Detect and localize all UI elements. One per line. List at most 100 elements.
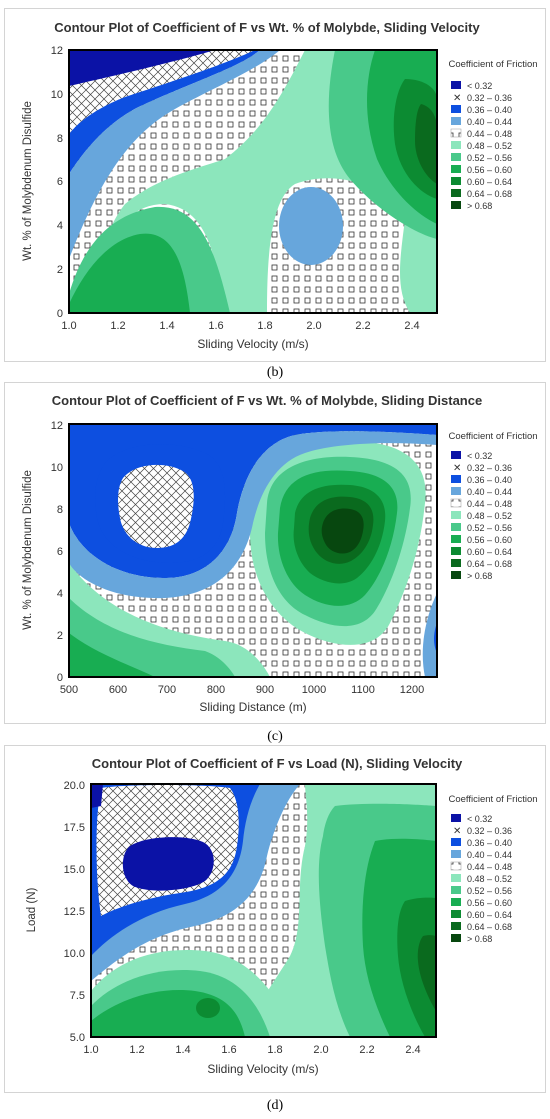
y-tick-label: 4 [57, 588, 63, 600]
x-tick-label: 2.2 [359, 1044, 374, 1056]
y-tick-label: 6 [57, 176, 63, 188]
legend-entry: 0.52 – 0.56 [467, 523, 512, 533]
x-tick-label: 1.6 [208, 320, 223, 332]
legend-entry: 0.56 – 0.60 [467, 165, 512, 175]
legend-entry: 0.56 – 0.60 [467, 535, 512, 545]
x-tick-label: 2.4 [405, 1044, 420, 1056]
x-axis-label: Sliding Velocity (m/s) [197, 337, 308, 351]
y-tick-label: 2 [57, 264, 63, 276]
x-tick-label: 900 [256, 684, 274, 696]
x-tick-label: 700 [158, 684, 176, 696]
x-axis: 1.0 1.2 1.4 1.6 1.8 2.0 2.2 2.4 [83, 1044, 420, 1056]
y-tick-label: 15.0 [64, 864, 85, 876]
contour-chart-d: Contour Plot of Coefficient of F vs Load… [26, 756, 538, 1076]
legend-entry: 0.32 – 0.36 [467, 826, 512, 836]
svg-text:✕: ✕ [453, 463, 461, 474]
x-axis-label: Sliding Velocity (m/s) [207, 1062, 318, 1076]
legend-entry: 0.60 – 0.64 [467, 547, 512, 557]
x-tick-label: 1.8 [267, 1044, 282, 1056]
legend-entry: < 0.32 [467, 451, 492, 461]
legend-entry: 0.40 – 0.44 [467, 850, 512, 860]
y-tick-label: 2 [57, 630, 63, 642]
legend-entry: 0.36 – 0.40 [467, 105, 512, 115]
region-056-060 [69, 233, 190, 313]
legend: Coefficient of Friction < 0.32 ✕ 0.32 – 0… [448, 59, 537, 211]
legend-entry: 0.44 – 0.48 [467, 499, 512, 509]
y-tick-label: 5.0 [70, 1032, 85, 1044]
caption-d: (d) [266, 1098, 284, 1113]
legend-entry: 0.48 – 0.52 [467, 874, 512, 884]
legend-entry: 0.44 – 0.48 [467, 129, 512, 139]
legend-entry: > 0.68 [467, 934, 492, 944]
chart-panel-d: Contour Plot of Coefficient of F vs Load… [4, 745, 546, 1093]
x-tick-label: 1.2 [129, 1044, 144, 1056]
region-040-044 [69, 50, 280, 259]
y-tick-label: 12.5 [64, 906, 85, 918]
legend-entry: > 0.68 [467, 571, 492, 581]
x-tick-label: 1.4 [159, 320, 174, 332]
y-axis-label: Wt. % of Molybdenum Disulfide [22, 470, 34, 630]
y-tick-label: 10 [51, 462, 63, 474]
x-tick-label: 2.2 [355, 320, 370, 332]
region-040-044-edge [422, 593, 437, 677]
region-032-036 [118, 464, 194, 548]
region-lt-032 [69, 50, 215, 86]
svg-text:✕: ✕ [453, 826, 461, 837]
x-tick-label: 1100 [351, 684, 375, 696]
region-056-060 [69, 633, 155, 677]
y-tick-label: 10 [51, 89, 63, 101]
y-tick-label: 10.0 [64, 948, 85, 960]
x-tick-label: 500 [60, 684, 78, 696]
region-040-044-island [279, 187, 343, 265]
legend-title: Coefficient of Friction [448, 794, 537, 805]
x-tick-label: 2.4 [404, 320, 419, 332]
contour-chart-b: Contour Plot of Coefficient of F vs Wt. … [22, 20, 538, 351]
x-tick-label: 2.0 [313, 1044, 328, 1056]
y-tick-label: 8 [57, 133, 63, 145]
chart-title: Contour Plot of Coefficient of F vs Wt. … [54, 20, 480, 35]
legend-entry: 0.36 – 0.40 [467, 475, 512, 485]
x-tick-label: 600 [109, 684, 127, 696]
legend: Coefficient of Friction < 0.32 ✕ 0.32 – 0… [448, 431, 537, 581]
region-lt-032-edge [91, 784, 103, 808]
legend-entry: 0.48 – 0.52 [467, 141, 512, 151]
x-tick-label: 1.4 [175, 1044, 190, 1056]
y-tick-label: 12 [51, 420, 63, 432]
y-axis: 5.0 7.5 10.0 12.5 15.0 17.5 20.0 [64, 780, 85, 1044]
y-tick-label: 7.5 [70, 990, 85, 1002]
caption-b: (b) [266, 365, 284, 380]
chart-panel-b: Contour Plot of Coefficient of F vs Wt. … [4, 8, 546, 362]
contour-field [91, 784, 436, 1037]
legend-entry: 0.64 – 0.68 [467, 922, 512, 932]
legend: Coefficient of Friction < 0.32 ✕ 0.32 – 0… [448, 794, 537, 944]
chart-title: Contour Plot of Coefficient of F vs Wt. … [52, 393, 482, 408]
region-064-068-r [417, 935, 436, 1011]
x-tick-label: 800 [207, 684, 225, 696]
y-axis: 0 2 4 6 8 10 12 [51, 45, 63, 320]
y-axis: 0 2 4 6 8 10 12 [51, 420, 63, 684]
region-036-040 [69, 50, 260, 174]
y-axis-label: Load (N) [26, 887, 38, 932]
y-tick-label: 12 [51, 45, 63, 57]
legend-entry: 0.44 – 0.48 [467, 862, 512, 872]
x-tick-label: 1.0 [83, 1044, 98, 1056]
y-tick-label: 0 [57, 672, 63, 684]
region-060-064-l [196, 998, 220, 1018]
y-axis-label: Wt. % of Molybdenum Disulfide [22, 101, 34, 261]
chart-panel-c: Contour Plot of Coefficient of F vs Wt. … [4, 382, 546, 724]
legend-entry: 0.40 – 0.44 [467, 487, 512, 497]
contour-chart-c: Contour Plot of Coefficient of F vs Wt. … [22, 393, 538, 714]
legend-entry: 0.36 – 0.40 [467, 838, 512, 848]
contour-field [69, 424, 437, 677]
legend-entry: 0.60 – 0.64 [467, 177, 512, 187]
y-tick-label: 6 [57, 546, 63, 558]
legend-entry: < 0.32 [467, 814, 492, 824]
y-tick-label: 4 [57, 220, 63, 232]
x-tick-label: 1.6 [221, 1044, 236, 1056]
legend-entry: 0.32 – 0.36 [467, 463, 512, 473]
x-axis-label: Sliding Distance (m) [199, 700, 306, 714]
y-tick-label: 20.0 [64, 780, 85, 792]
chart-title: Contour Plot of Coefficient of F vs Load… [92, 756, 463, 771]
x-tick-label: 2.0 [306, 320, 321, 332]
legend-entry: 0.52 – 0.56 [467, 886, 512, 896]
